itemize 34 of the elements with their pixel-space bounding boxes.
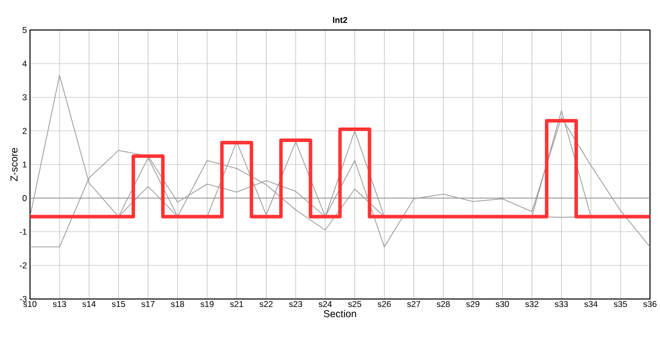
y-axis-title: Z-score xyxy=(10,148,18,182)
y-tick-label: -3 xyxy=(20,296,27,302)
y-tick-label: 4 xyxy=(22,60,27,67)
x-tick-label: s18 xyxy=(171,301,184,308)
y-tick-label: 5 xyxy=(22,27,27,33)
y-tick-label: 3 xyxy=(22,94,27,100)
x-tick-label: s14 xyxy=(82,301,96,307)
x-tick-label: s34 xyxy=(584,301,598,308)
x-tick-label: s15 xyxy=(112,301,126,307)
x-tick-label: s32 xyxy=(525,301,538,308)
x-tick-label: s24 xyxy=(318,301,332,308)
x-tick-label: s30 xyxy=(496,301,509,308)
x-tick-label: s29 xyxy=(466,301,480,308)
x-tick-label: s19 xyxy=(200,301,214,308)
x-tick-label: s33 xyxy=(554,301,568,308)
x-tick-label: s10 xyxy=(23,301,37,308)
x-tick-label: s27 xyxy=(407,301,420,308)
x-tick-label: s28 xyxy=(436,301,450,308)
x-axis-title: Section xyxy=(324,310,356,318)
chart-title: Int2 xyxy=(333,16,348,23)
x-tick-label: s21 xyxy=(230,301,244,308)
y-tick-label: 2 xyxy=(22,128,27,134)
x-tick-label: s26 xyxy=(378,301,391,308)
x-tick-label: s22 xyxy=(260,301,273,308)
y-tick-label: -2 xyxy=(20,262,27,268)
x-tick-label: s23 xyxy=(289,301,302,308)
y-tick-label: 0 xyxy=(22,195,27,202)
x-tick-label: s13 xyxy=(52,301,66,308)
y-tick-label: -1 xyxy=(20,228,27,235)
x-tick-label: s36 xyxy=(643,301,656,308)
x-tick-label: s35 xyxy=(614,301,627,308)
x-tick-label: s17 xyxy=(141,301,155,307)
x-tick-label: s25 xyxy=(348,301,362,308)
y-tick-label: 1 xyxy=(22,162,27,168)
